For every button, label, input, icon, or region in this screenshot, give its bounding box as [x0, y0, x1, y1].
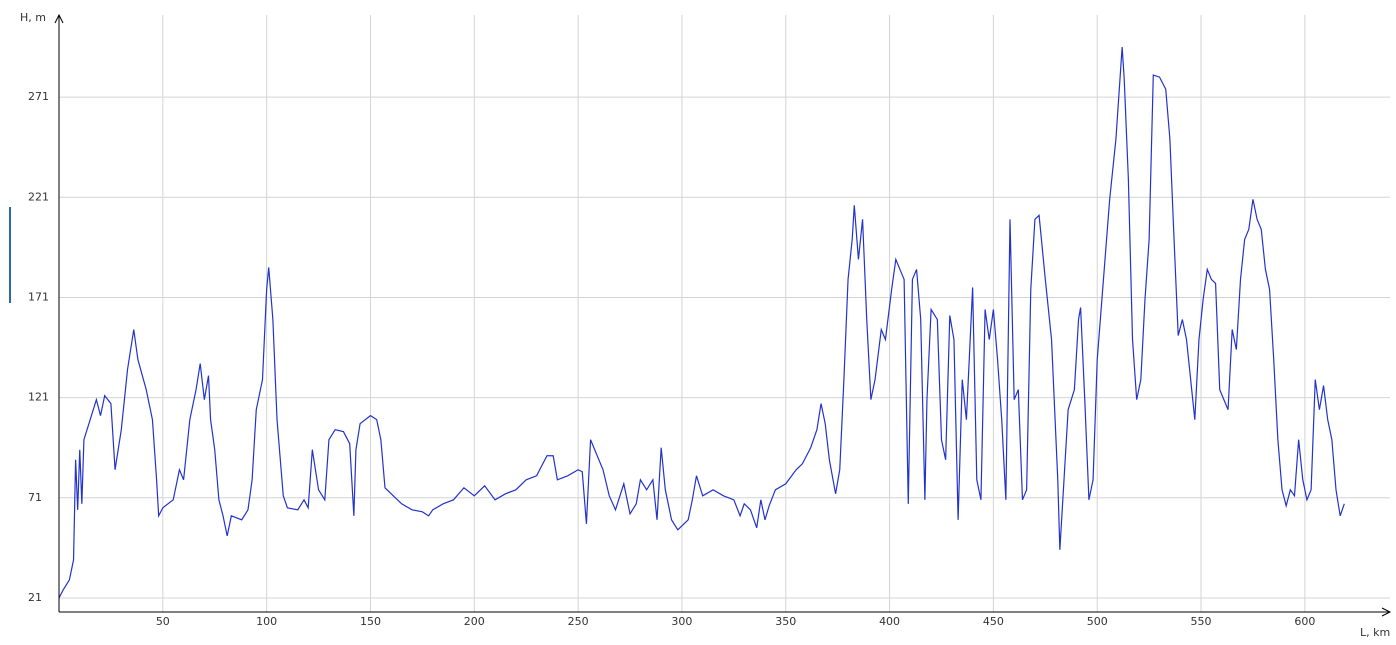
y-tick-label: 71	[28, 491, 42, 504]
y-tick-label: 21	[28, 591, 42, 604]
x-tick-label: 350	[775, 615, 796, 628]
y-tick-label: 121	[28, 391, 49, 404]
x-tick-label: 50	[156, 615, 170, 628]
x-tick-label: 300	[671, 615, 692, 628]
x-tick-label: 550	[1191, 615, 1212, 628]
plot	[58, 47, 1345, 599]
y-axis-arrow	[54, 13, 64, 24]
side-marker	[9, 207, 11, 303]
x-tick-label: 150	[360, 615, 381, 628]
x-axis-label: L, km	[1360, 626, 1390, 639]
y-axis-label: H, m	[20, 11, 46, 24]
y-tick-label: 171	[28, 290, 49, 303]
grid: 21 71 121 171 221 271 50 100 150 200 250 300 350 400 4…	[28, 15, 1390, 628]
x-tick-label: 250	[568, 615, 589, 628]
x-tick-label: 200	[464, 615, 485, 628]
x-tick-label: 450	[983, 615, 1004, 628]
x-tick-label: 100	[256, 615, 277, 628]
x-tick-label: 600	[1294, 615, 1315, 628]
x-axis-arrow	[1381, 607, 1392, 617]
elevation-line	[58, 47, 1345, 599]
y-tick-label: 221	[28, 190, 49, 203]
x-tick-label: 500	[1087, 615, 1108, 628]
y-tick-label: 271	[28, 90, 49, 103]
x-tick-label: 400	[879, 615, 900, 628]
